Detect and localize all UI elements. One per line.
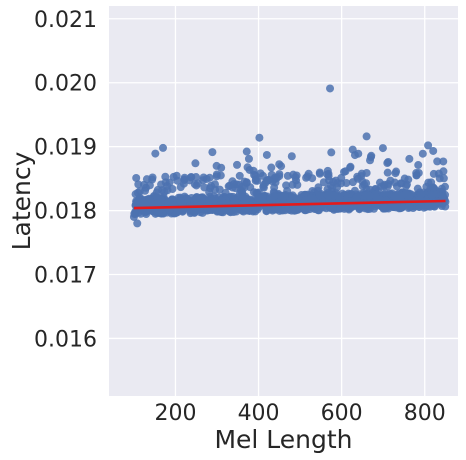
data-point bbox=[243, 195, 251, 203]
data-point bbox=[405, 155, 413, 163]
data-point bbox=[208, 148, 216, 156]
data-point bbox=[243, 148, 251, 156]
y-tick-label: 0.019 bbox=[34, 136, 97, 161]
data-point bbox=[151, 150, 159, 158]
data-point bbox=[265, 176, 273, 184]
data-point bbox=[379, 144, 387, 152]
data-point bbox=[211, 180, 219, 188]
y-axis-ticks: 0.016 0.017 0.018 0.019 0.020 0.021 bbox=[34, 8, 97, 353]
data-point bbox=[149, 174, 157, 182]
data-point bbox=[191, 159, 199, 167]
data-point bbox=[363, 169, 371, 177]
data-point bbox=[230, 208, 238, 216]
data-point bbox=[354, 150, 362, 158]
y-tick-label: 0.016 bbox=[34, 327, 97, 352]
data-point bbox=[274, 205, 282, 213]
x-tick-label: 800 bbox=[404, 401, 446, 426]
data-point bbox=[157, 180, 165, 188]
data-point bbox=[267, 164, 275, 172]
data-point bbox=[245, 155, 253, 163]
data-point bbox=[159, 144, 167, 152]
y-tick-label: 0.017 bbox=[34, 264, 97, 289]
data-point bbox=[404, 176, 412, 184]
y-tick-label: 0.018 bbox=[34, 200, 97, 225]
data-point bbox=[187, 173, 195, 181]
data-point bbox=[217, 164, 225, 172]
data-point bbox=[417, 190, 425, 198]
y-axis-label: Latency bbox=[7, 151, 36, 250]
data-point bbox=[146, 181, 154, 189]
data-point bbox=[277, 162, 285, 170]
data-point bbox=[157, 196, 165, 204]
data-point bbox=[308, 174, 316, 182]
data-point bbox=[414, 161, 422, 169]
data-point bbox=[288, 181, 296, 189]
data-point bbox=[260, 184, 268, 192]
data-point bbox=[293, 172, 301, 180]
data-point bbox=[192, 194, 200, 202]
data-point bbox=[275, 172, 283, 180]
data-point bbox=[342, 179, 350, 187]
data-point bbox=[429, 183, 437, 191]
data-point bbox=[327, 148, 335, 156]
data-point bbox=[253, 177, 261, 185]
data-point bbox=[246, 166, 254, 174]
data-point bbox=[316, 168, 324, 176]
data-point bbox=[255, 134, 263, 142]
data-point bbox=[326, 84, 334, 92]
data-point bbox=[353, 173, 361, 181]
x-tick-label: 600 bbox=[321, 401, 363, 426]
data-point bbox=[397, 179, 405, 187]
data-point bbox=[213, 172, 221, 180]
data-point bbox=[173, 177, 181, 185]
data-point bbox=[365, 192, 373, 200]
data-point bbox=[380, 181, 388, 189]
data-point bbox=[268, 193, 276, 201]
data-point bbox=[363, 132, 371, 140]
data-point bbox=[132, 174, 140, 182]
data-point bbox=[419, 150, 427, 158]
data-point bbox=[190, 207, 198, 215]
data-point bbox=[180, 175, 188, 183]
data-point bbox=[367, 152, 375, 160]
data-point bbox=[229, 184, 237, 192]
y-tick-label: 0.020 bbox=[34, 72, 97, 97]
data-point bbox=[340, 168, 348, 176]
data-point bbox=[433, 157, 441, 165]
data-point bbox=[380, 204, 388, 212]
data-point bbox=[424, 141, 432, 149]
x-tick-label: 200 bbox=[154, 401, 196, 426]
data-point bbox=[325, 176, 333, 184]
data-point bbox=[384, 158, 392, 166]
x-axis-label: Mel Length bbox=[214, 425, 352, 454]
data-point bbox=[233, 161, 241, 169]
data-point bbox=[316, 191, 324, 199]
data-point bbox=[133, 219, 141, 227]
data-point bbox=[280, 192, 288, 200]
data-point bbox=[307, 194, 315, 202]
data-point bbox=[415, 169, 423, 177]
data-point bbox=[205, 197, 213, 205]
data-point bbox=[384, 169, 392, 177]
data-point bbox=[191, 180, 199, 188]
y-tick-label: 0.021 bbox=[34, 8, 97, 33]
data-point bbox=[263, 151, 271, 159]
data-point bbox=[289, 191, 297, 199]
data-point bbox=[435, 170, 443, 178]
data-point bbox=[288, 152, 296, 160]
data-point bbox=[324, 192, 332, 200]
data-point bbox=[163, 186, 171, 194]
x-tick-label: 400 bbox=[238, 401, 280, 426]
data-point bbox=[177, 197, 185, 205]
data-point bbox=[199, 176, 207, 184]
x-axis-ticks: 200 400 600 800 bbox=[154, 401, 445, 426]
data-point bbox=[405, 204, 413, 212]
data-point bbox=[438, 185, 446, 193]
data-point bbox=[246, 183, 254, 191]
data-point bbox=[392, 168, 400, 176]
